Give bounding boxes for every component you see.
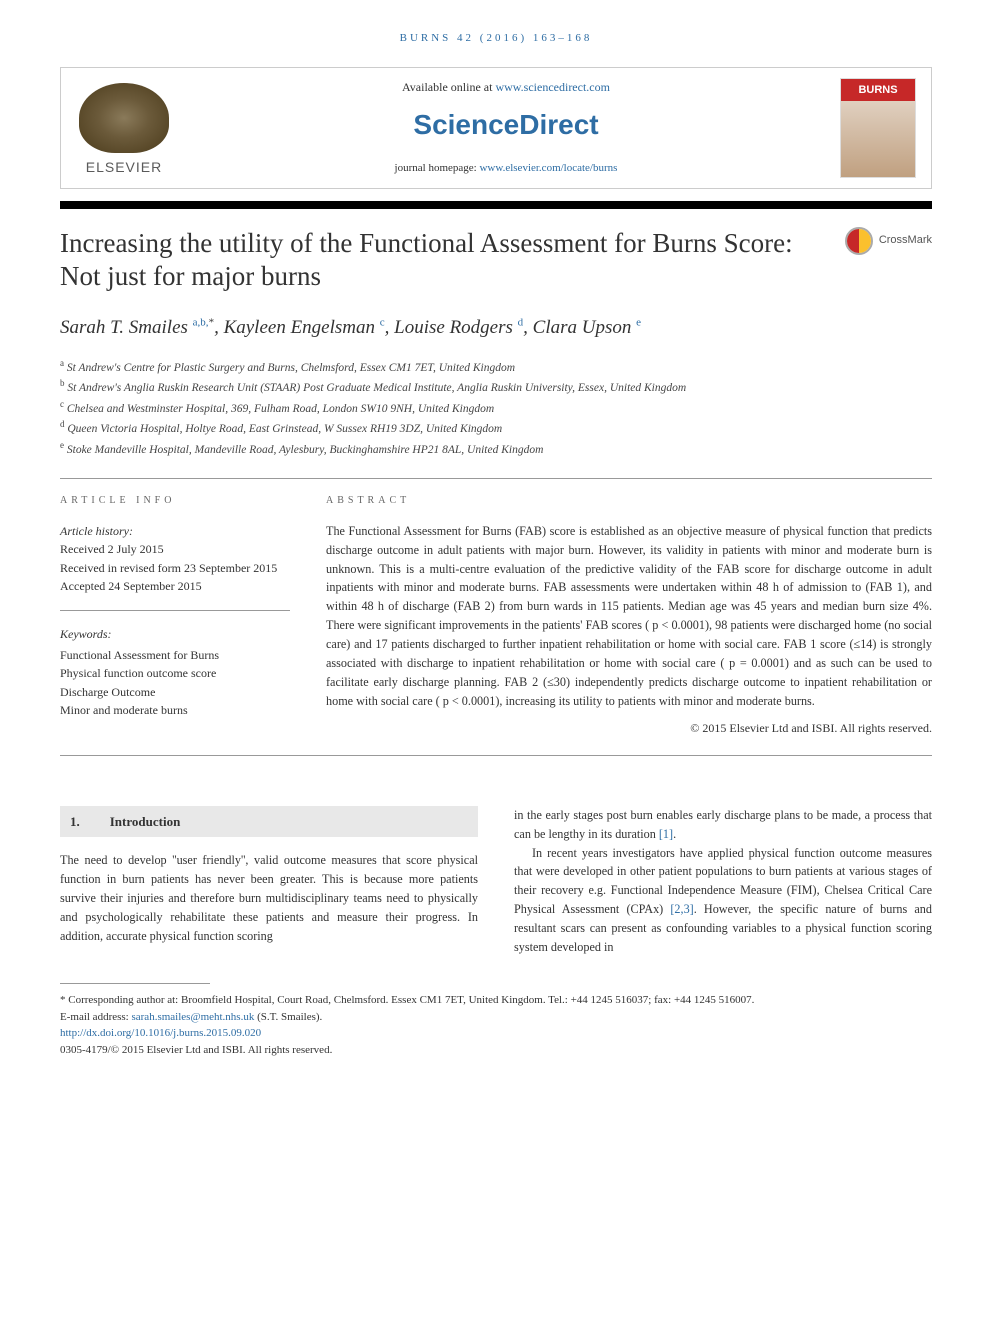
affiliation-line: e Stoke Mandeville Hospital, Mandeville … <box>60 439 932 460</box>
article-history-label: Article history: <box>60 522 290 541</box>
keyword-item: Minor and moderate burns <box>60 701 290 720</box>
revised-date: Received in revised form 23 September 20… <box>60 559 290 578</box>
section-title: Introduction <box>110 812 181 832</box>
abstract-copyright: © 2015 Elsevier Ltd and ISBI. All rights… <box>326 719 932 737</box>
keyword-item: Discharge Outcome <box>60 683 290 702</box>
doi-link[interactable]: http://dx.doi.org/10.1016/j.burns.2015.0… <box>60 1027 261 1039</box>
keyword-item: Functional Assessment for Burns <box>60 646 290 665</box>
corresponding-author-note: * Corresponding author at: Broomfield Ho… <box>60 992 932 1009</box>
keywords-label: Keywords: <box>60 625 290 644</box>
article-title: Increasing the utility of the Functional… <box>60 227 845 295</box>
body-paragraph: The need to develop ''user friendly'', v… <box>60 851 478 946</box>
journal-cover-image <box>841 101 915 177</box>
received-date: Received 2 July 2015 <box>60 540 290 559</box>
elsevier-text: ELSEVIER <box>86 157 162 178</box>
journal-homepage-link[interactable]: www.elsevier.com/locate/burns <box>479 162 617 174</box>
sciencedirect-logo: ScienceDirect <box>172 104 840 146</box>
accepted-date: Accepted 24 September 2015 <box>60 577 290 596</box>
abstract-label: ABSTRACT <box>326 493 932 508</box>
journal-homepage-text: journal homepage: www.elsevier.com/locat… <box>172 160 840 177</box>
crossmark-label: CrossMark <box>879 232 932 249</box>
issn-copyright-line: 0305-4179/© 2015 Elsevier Ltd and ISBI. … <box>60 1042 932 1059</box>
running-header-citation: BURNS 42 (2016) 163–168 <box>60 30 932 47</box>
divider <box>60 755 932 756</box>
affiliation-line: b St Andrew's Anglia Ruskin Research Uni… <box>60 377 932 398</box>
crossmark-badge[interactable]: CrossMark <box>845 227 932 255</box>
author-list: Sarah T. Smailes a,b,*, Kayleen Engelsma… <box>60 314 932 343</box>
article-info-label: ARTICLE INFO <box>60 493 290 508</box>
affiliation-line: d Queen Victoria Hospital, Holtye Road, … <box>60 418 932 439</box>
article-info-sidebar: ARTICLE INFO Article history: Received 2… <box>60 493 290 737</box>
divider <box>60 478 932 479</box>
keyword-item: Physical function outcome score <box>60 664 290 683</box>
section-heading-introduction: 1. Introduction <box>60 806 478 838</box>
sciencedirect-url-link[interactable]: www.sciencedirect.com <box>495 80 610 94</box>
section-number: 1. <box>70 812 80 832</box>
email-line: E-mail address: sarah.smailes@meht.nhs.u… <box>60 1009 932 1026</box>
footnote-divider <box>60 983 210 984</box>
affiliation-line: a St Andrew's Centre for Plastic Surgery… <box>60 357 932 378</box>
abstract-column: ABSTRACT The Functional Assessment for B… <box>326 493 932 737</box>
citation-link[interactable]: [1] <box>659 827 673 841</box>
header-divider-bar <box>60 201 932 209</box>
footnotes: * Corresponding author at: Broomfield Ho… <box>60 992 932 1058</box>
elsevier-tree-icon <box>79 83 169 153</box>
elsevier-logo: ELSEVIER <box>76 78 172 178</box>
affiliation-line: c Chelsea and Westminster Hospital, 369,… <box>60 398 932 419</box>
journal-cover-title: BURNS <box>841 79 915 102</box>
available-online-text: Available online at www.sciencedirect.co… <box>172 78 840 96</box>
divider <box>60 610 290 611</box>
body-two-column: 1. Introduction The need to develop ''us… <box>60 806 932 957</box>
crossmark-icon <box>845 227 873 255</box>
journal-header: ELSEVIER Available online at www.science… <box>60 67 932 189</box>
author-email-link[interactable]: sarah.smailes@meht.nhs.uk <box>131 1011 254 1023</box>
journal-cover-thumbnail: BURNS <box>840 78 916 178</box>
citation-link[interactable]: [2,3] <box>670 902 693 916</box>
abstract-text: The Functional Assessment for Burns (FAB… <box>326 522 932 711</box>
body-paragraph: in the early stages post burn enables ea… <box>514 806 932 957</box>
affiliations: a St Andrew's Centre for Plastic Surgery… <box>60 357 932 460</box>
